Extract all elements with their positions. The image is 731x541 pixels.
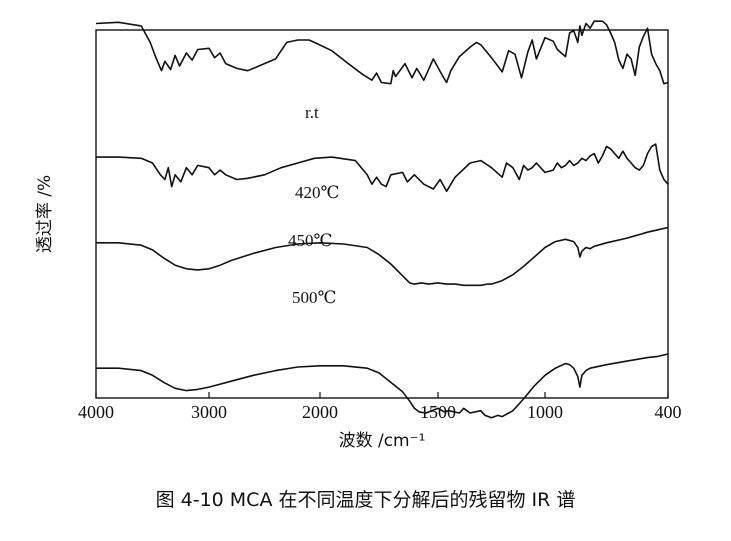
- spectrum-line-0: [95, 20, 669, 85]
- ir-spectra-chart: 4000 3000 2000 1500 1000 400 r.t420℃450℃500℃ …: [35, 20, 682, 451]
- x-axis-title: 波数 /cm⁻¹: [339, 431, 426, 451]
- curve-labels: r.t 420℃ 450℃ 500℃: [288, 103, 340, 307]
- x-tick-label: 1500: [420, 402, 456, 422]
- x-tick-label: 3000: [191, 402, 227, 422]
- x-tick-label: 2000: [302, 402, 338, 422]
- plot-frame: [95, 29, 669, 399]
- spectrum-line-3: [96, 353, 669, 419]
- x-axis-ticks: 4000 3000 2000 1500 1000 400: [78, 392, 682, 422]
- curve-label-0: r.t: [305, 103, 319, 122]
- figure-caption: 图 4-10 MCA 在不同温度下分解后的残留物 IR 谱: [155, 489, 576, 511]
- spectrum-line-1: [96, 143, 669, 193]
- x-tick-label: 400: [655, 402, 682, 422]
- y-axis-title: 透过率 /%: [35, 175, 55, 253]
- curve-label-3: 500℃: [292, 288, 337, 307]
- x-tick-label: 4000: [78, 402, 114, 422]
- x-tick-label: 1000: [527, 402, 563, 422]
- spectrum-line-2: [96, 226, 669, 287]
- curve-label-2: 450℃: [288, 231, 333, 250]
- curve-label-1: 420℃: [295, 183, 340, 202]
- spectra-group: [95, 20, 669, 419]
